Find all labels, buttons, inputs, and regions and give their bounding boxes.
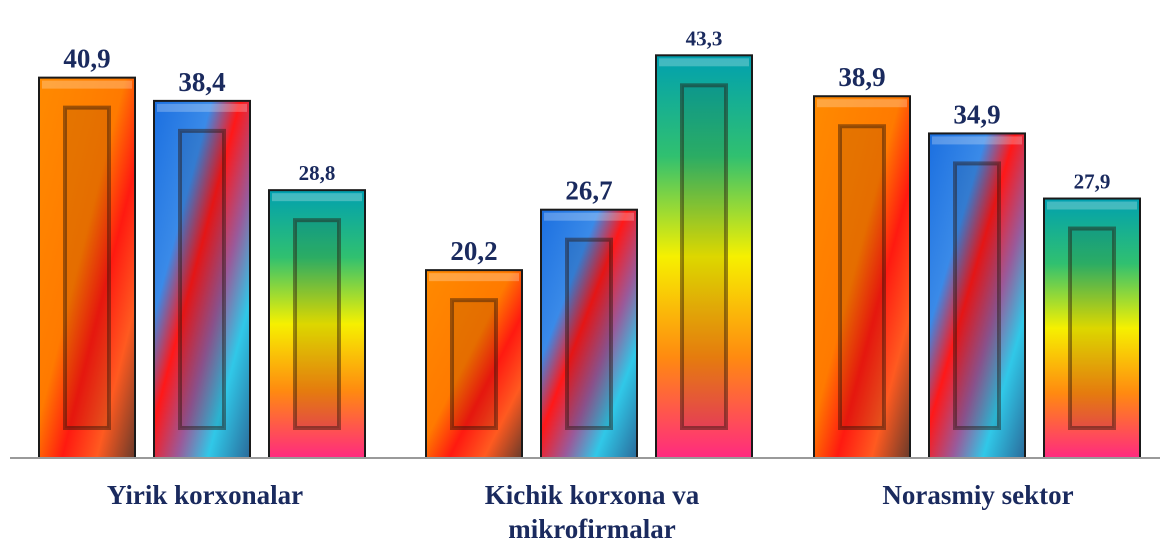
bar-inner-panel bbox=[680, 83, 728, 430]
bar-inner-panel bbox=[565, 237, 613, 430]
data-label: 38,4 bbox=[178, 67, 225, 97]
bar bbox=[425, 269, 523, 460]
bar-inner-panel bbox=[1068, 226, 1116, 430]
data-label: 34,9 bbox=[953, 99, 1000, 129]
bar-bevel bbox=[817, 99, 907, 108]
data-label: 40,9 bbox=[63, 44, 110, 74]
bar bbox=[813, 95, 911, 459]
bar-inner-panel bbox=[293, 218, 341, 430]
bar bbox=[1043, 197, 1141, 459]
category-label-line: Yirik korxonalar bbox=[106, 480, 304, 510]
bar bbox=[928, 132, 1026, 459]
bar-body bbox=[655, 54, 753, 460]
bar-body bbox=[928, 132, 1026, 459]
bar-inner-panel bbox=[450, 298, 498, 431]
bar-inner-panel bbox=[178, 128, 226, 430]
category-label-line: mikrofirmalar bbox=[508, 514, 676, 544]
bars-layer bbox=[38, 54, 1141, 460]
bar bbox=[540, 208, 638, 459]
bar-bevel bbox=[544, 212, 634, 221]
bar-body bbox=[268, 189, 366, 459]
bar-bevel bbox=[659, 58, 749, 67]
bar-bevel bbox=[429, 273, 519, 282]
category-label: Norasmiy sektor bbox=[818, 478, 1138, 512]
data-label: 20,2 bbox=[450, 236, 497, 266]
bar-bevel bbox=[272, 193, 362, 202]
bar-inner-panel bbox=[63, 105, 111, 430]
bar bbox=[38, 76, 136, 459]
bar bbox=[153, 99, 251, 459]
category-label-line: Norasmiy sektor bbox=[882, 480, 1074, 510]
bar-body bbox=[540, 208, 638, 459]
bar-body bbox=[38, 76, 136, 459]
bar-bevel bbox=[42, 80, 132, 89]
data-label: 27,9 bbox=[1074, 170, 1111, 194]
bar bbox=[655, 54, 753, 460]
bar-inner-panel bbox=[953, 161, 1001, 430]
bar-body bbox=[425, 269, 523, 460]
bar bbox=[268, 189, 366, 459]
bar-body bbox=[1043, 197, 1141, 459]
category-label: Yirik korxonalar bbox=[45, 478, 365, 512]
data-label: 26,7 bbox=[565, 176, 612, 206]
category-label-line: Kichik korxona va bbox=[484, 480, 700, 510]
bar-bevel bbox=[932, 136, 1022, 145]
data-label: 28,8 bbox=[299, 161, 336, 185]
bar-inner-panel bbox=[838, 124, 886, 430]
bar-bevel bbox=[157, 103, 247, 112]
bar-bevel bbox=[1047, 201, 1137, 210]
data-label: 38,9 bbox=[838, 62, 885, 92]
bar-body bbox=[813, 95, 911, 459]
data-label: 43,3 bbox=[686, 26, 723, 50]
category-label: Kichik korxona va mikrofirmalar bbox=[432, 478, 752, 546]
bar-body bbox=[153, 99, 251, 459]
value-labels-layer: 40,9 38,4 28,8 20,2 26,7 43,3 38,9 34,9 27,9 bbox=[63, 26, 1110, 266]
